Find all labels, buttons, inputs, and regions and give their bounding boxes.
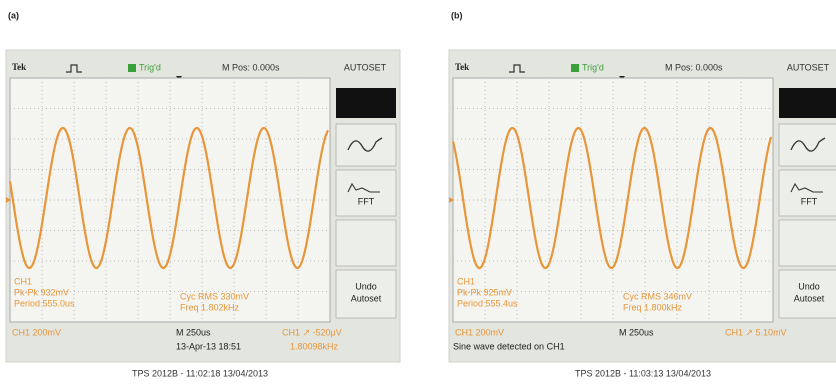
menu-box [336, 124, 396, 166]
readout: CH1 [457, 276, 475, 286]
readout: Cyc RMS 330mV [180, 291, 249, 301]
menu-box [779, 88, 836, 118]
menu-box [336, 220, 396, 266]
menu-item: Undo [355, 281, 377, 291]
trigger-indicator [128, 64, 136, 72]
menu-item: Autoset [794, 293, 825, 303]
frequency-counter: 1.80098kHz [290, 341, 339, 351]
trigger-indicator [571, 64, 579, 72]
panel-label: (a) [8, 10, 19, 20]
trigger-level: CH1 ↗ -520μV [282, 327, 342, 337]
trigger-level: CH1 ↗ 5.10mV [725, 327, 787, 337]
readout: Period 555.0us [14, 298, 75, 308]
menu-box [336, 170, 396, 216]
caption: TPS 2012B - 11:02:18 13/04/2013 [132, 368, 268, 378]
trigger-status: Trig'd [582, 62, 604, 72]
trigger-status: Trig'd [139, 62, 161, 72]
figure: (a)TekTrig'dM Pos: 0.000sAUTOSETCH1Pk-Pk… [0, 0, 836, 385]
readout: Pk-Pk 925mV [457, 287, 512, 297]
status-line: 13-Apr-13 18:51 [176, 341, 241, 351]
channel-scale: CH1 200mV [12, 327, 61, 337]
menu-title: AUTOSET [787, 62, 830, 72]
caption: TPS 2012B - 11:03:13 13/04/2013 [575, 368, 711, 378]
brand: Tek [12, 62, 26, 72]
readout: Period 555.4us [457, 298, 518, 308]
brand: Tek [455, 62, 469, 72]
timebase: M 250us [176, 327, 211, 337]
channel-scale: CH1 200mV [455, 327, 504, 337]
timebase: M 250us [619, 327, 654, 337]
menu-box [779, 220, 836, 266]
menu-item: Undo [798, 281, 820, 291]
menu-title: AUTOSET [344, 62, 387, 72]
readout: Freq 1.802kHz [180, 302, 240, 312]
menu-box [779, 170, 836, 216]
menu-item: FFT [358, 196, 375, 206]
readout: Freq 1.800kHz [623, 302, 683, 312]
readout: Cyc RMS 346mV [623, 291, 692, 301]
readout: Pk-Pk 932mV [14, 287, 69, 297]
panel-label: (b) [451, 10, 463, 20]
readout: CH1 [14, 276, 32, 286]
scope-panel: (a) Tek Trig'd M Pos: 0.000s AUTOSET CH1Pk-Pk… [6, 10, 400, 378]
menu-box [779, 124, 836, 166]
menu-item: Autoset [351, 293, 382, 303]
status-line: Sine wave detected on CH1 [453, 341, 565, 351]
menu-item: FFT [801, 196, 818, 206]
horizontal-position: M Pos: 0.000s [665, 62, 723, 72]
scope-panel: (b) Tek Trig'd M Pos: 0.000s AUTOSET CH1Pk-Pk… [449, 10, 836, 378]
horizontal-position: M Pos: 0.000s [222, 62, 280, 72]
menu-box [336, 88, 396, 118]
